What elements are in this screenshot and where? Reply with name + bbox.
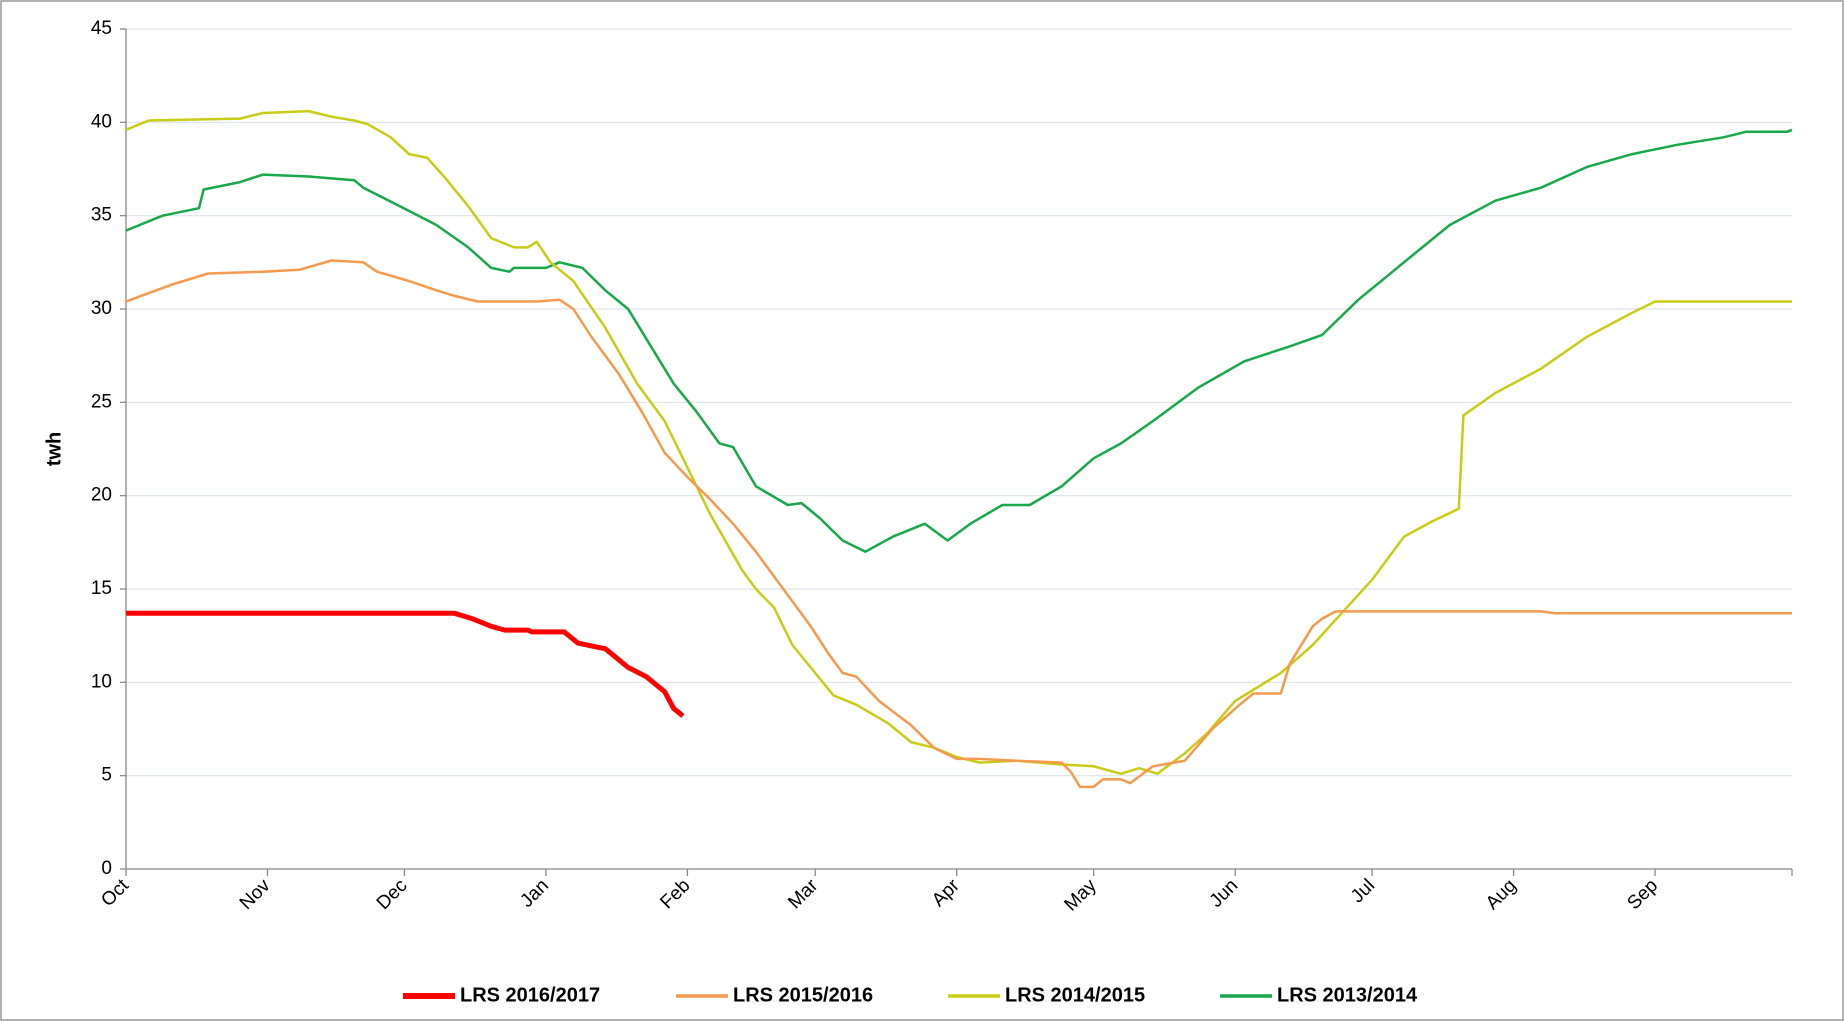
y-tick-label: 10 [91, 671, 112, 692]
y-tick-label: 45 [91, 18, 112, 39]
legend-label: LRS 2014/2015 [1005, 984, 1145, 1006]
y-tick-label: 40 [91, 111, 112, 132]
y-tick-label: 35 [91, 205, 112, 226]
y-tick-label: 5 [101, 765, 112, 786]
line-series [125, 128, 1793, 553]
y-tick-label: 25 [91, 391, 112, 412]
line-series [125, 259, 1792, 789]
legend-label: LRS 2015/2016 [733, 984, 873, 1006]
y-axis-label: twh [43, 432, 65, 466]
y-tick-label: 30 [91, 298, 112, 319]
line-series [126, 610, 685, 718]
y-tick-label: 20 [91, 485, 112, 506]
line-series [125, 109, 1792, 776]
legend-label: LRS 2016/2017 [460, 984, 600, 1006]
legend-label: LRS 2013/2014 [1277, 984, 1418, 1006]
y-tick-label: 15 [91, 578, 112, 599]
y-tick-label: 0 [101, 858, 112, 879]
